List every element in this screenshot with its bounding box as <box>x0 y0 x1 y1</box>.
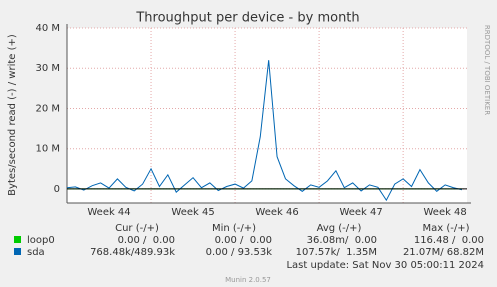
legend-stat: 36.08m/ 0.00 <box>307 235 377 246</box>
last-update: Last update: Sat Nov 30 05:00:11 2024 <box>286 260 484 271</box>
legend-header: Avg (-/+) <box>317 223 362 234</box>
x-tick-label: Week 45 <box>171 207 214 218</box>
x-tick-label: Week 48 <box>423 207 466 218</box>
side-text: RRDTOOL / TOBI OETIKER <box>483 25 491 115</box>
legend-header: Cur (-/+) <box>115 223 159 234</box>
y-axis-label: Bytes/second read (-) / write (+) <box>7 34 18 196</box>
legend-stat: 0.00 / 0.00 <box>215 235 272 246</box>
y-tick-label: 40 M <box>35 23 60 34</box>
y-tick-label: 30 M <box>35 63 60 74</box>
chart-title: Throughput per device - by month <box>135 11 359 26</box>
y-tick-label: 0 <box>54 184 60 195</box>
legend-swatch <box>14 236 21 243</box>
legend-stat: 21.07M/ 68.82M <box>403 247 484 258</box>
legend-name: loop0 <box>27 235 55 246</box>
x-tick-label: Week 46 <box>255 207 298 218</box>
legend-stat: 107.57k/ 1.35M <box>296 247 377 258</box>
legend-swatch <box>14 248 21 255</box>
series-line <box>66 60 463 202</box>
plot-area <box>67 28 467 203</box>
x-tick-label: Week 47 <box>339 207 382 218</box>
legend-stat: 116.48 / 0.00 <box>414 235 484 246</box>
legend-stat: 0.00 / 93.53k <box>206 247 273 258</box>
legend-name: sda <box>27 247 45 258</box>
footer: Munin 2.0.57 <box>225 276 271 284</box>
legend-stat: 768.48k/489.93k <box>90 247 175 258</box>
y-tick-label: 20 M <box>35 103 60 114</box>
x-tick-label: Week 44 <box>87 207 130 218</box>
legend-header: Max (-/+) <box>422 223 469 234</box>
y-tick-label: 10 M <box>35 144 60 155</box>
legend-header: Min (-/+) <box>212 223 256 234</box>
legend-stat: 0.00 / 0.00 <box>118 235 175 246</box>
